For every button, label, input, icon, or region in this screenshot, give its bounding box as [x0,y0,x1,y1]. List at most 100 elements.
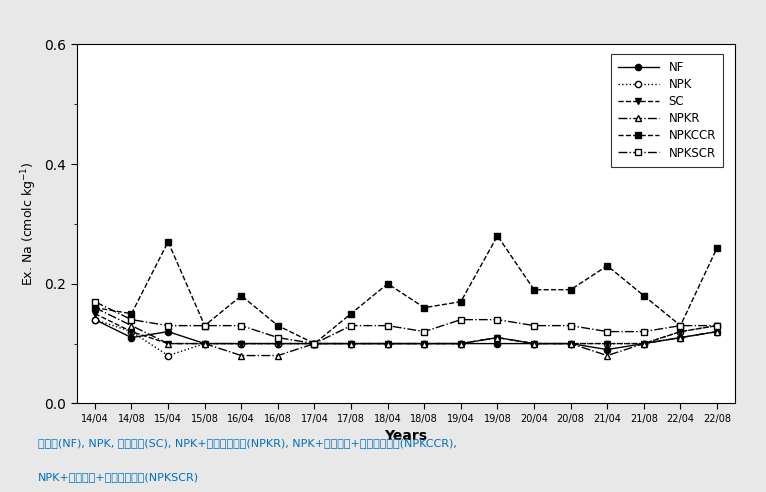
NPKSCR [310,340,319,346]
NPKSCR [383,323,392,329]
NF [163,329,172,335]
NPKR [676,335,685,340]
SC [493,335,502,340]
SC [127,329,136,335]
NF [529,340,538,346]
NPKCCR [603,263,612,269]
NPKR [457,340,466,346]
NPKCCR [273,323,283,329]
NPKR [640,340,649,346]
NPK [676,329,685,335]
NPKR [603,353,612,359]
SC [237,340,246,346]
NPK [640,340,649,346]
X-axis label: Years: Years [385,430,427,443]
NPKSCR [273,335,283,340]
NPKR [712,329,722,335]
NPKSCR [566,323,575,329]
NPKSCR [457,317,466,323]
NPK [127,329,136,335]
NPK [566,340,575,346]
NPKR [529,340,538,346]
NF [310,340,319,346]
SC [676,329,685,335]
NPK [603,340,612,346]
NPKR [310,340,319,346]
NPKSCR [163,323,172,329]
NPKSCR [420,329,429,335]
Line: NF: NF [92,316,720,353]
NPKCCR [163,239,172,245]
NPKSCR [676,323,685,329]
NF [237,340,246,346]
NPKR [127,323,136,329]
NPK [163,353,172,359]
NF [457,340,466,346]
NPKR [273,353,283,359]
NPKCCR [200,323,209,329]
Y-axis label: Ex. Na (cmolc kg$^{-1}$): Ex. Na (cmolc kg$^{-1}$) [19,162,38,286]
NPKCCR [420,305,429,310]
NF [383,340,392,346]
NPKCCR [310,340,319,346]
NPKCCR [383,281,392,287]
NPKCCR [127,311,136,317]
NPKCCR [640,293,649,299]
NPKCCR [493,233,502,239]
Line: SC: SC [92,310,720,347]
NPK [712,323,722,329]
NPK [90,317,100,323]
NPKCCR [712,245,722,251]
NPKCCR [237,293,246,299]
SC [529,340,538,346]
NPK [200,340,209,346]
Text: 무비구(NF), NPK, 돈분퇴비(SC), NPK+옥수수잔재물(NPKR), NPK+우분퇴비+옥수수잔재물(NPKCCR),: 무비구(NF), NPK, 돈분퇴비(SC), NPK+옥수수잔재물(NPKR)… [38,438,457,448]
NF [676,335,685,340]
NPK [383,340,392,346]
NPKCCR [90,305,100,310]
NPKCCR [676,323,685,329]
SC [200,340,209,346]
NPKSCR [237,323,246,329]
NF [493,340,502,346]
SC [566,340,575,346]
SC [640,340,649,346]
SC [603,340,612,346]
Legend: NF, NPK, SC, NPKR, NPKCCR, NPKSCR: NF, NPK, SC, NPKR, NPKCCR, NPKSCR [611,54,723,167]
Line: NPKSCR: NPKSCR [92,299,720,347]
SC [310,340,319,346]
Line: NPKCCR: NPKCCR [92,233,720,347]
Text: NPK+돈분퇴비+옥수수잔재물(NPKSCR): NPK+돈분퇴비+옥수수잔재물(NPKSCR) [38,472,199,482]
Line: NPK: NPK [92,316,720,359]
NPKR [566,340,575,346]
NF [127,335,136,340]
NPKSCR [200,323,209,329]
NF [640,340,649,346]
NPK [310,340,319,346]
NPKR [237,353,246,359]
NPK [457,340,466,346]
NPKSCR [640,329,649,335]
SC [383,340,392,346]
NPKR [200,340,209,346]
NF [603,346,612,352]
NF [566,340,575,346]
NF [273,340,283,346]
NPK [529,340,538,346]
NPKSCR [493,317,502,323]
NPK [493,335,502,340]
NPKR [420,340,429,346]
SC [163,340,172,346]
NPKSCR [127,317,136,323]
NPKR [493,335,502,340]
NPKR [90,305,100,310]
SC [90,311,100,317]
Line: NPKR: NPKR [92,305,720,359]
SC [346,340,355,346]
NPKSCR [603,329,612,335]
NPKSCR [529,323,538,329]
NPKCCR [346,311,355,317]
NPKSCR [90,299,100,305]
NPKCCR [566,287,575,293]
NPKR [163,340,172,346]
